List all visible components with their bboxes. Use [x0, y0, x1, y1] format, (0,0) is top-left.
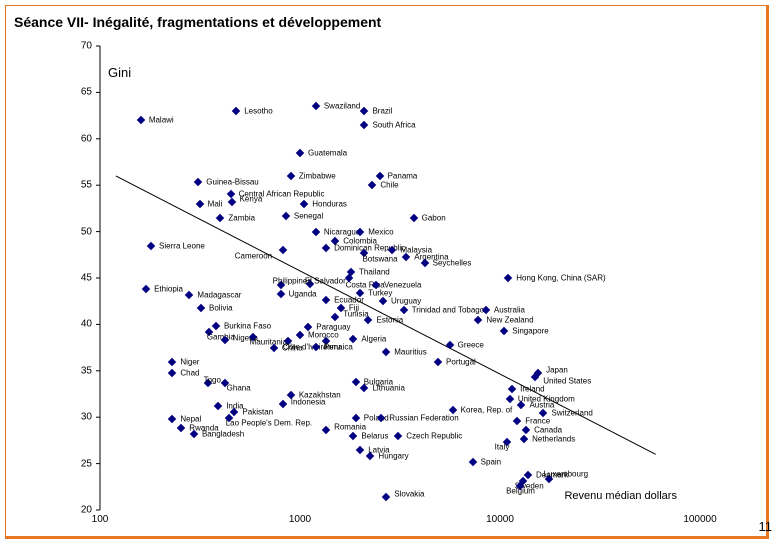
data-point-label: Honduras — [312, 199, 347, 208]
data-point-label: Turkey — [368, 288, 392, 297]
y-tick-label: 65 — [81, 87, 92, 98]
data-point-label: Ghana — [227, 383, 251, 392]
data-point-label: Indonesia — [291, 398, 326, 407]
data-point-label: Uruguay — [391, 297, 421, 306]
data-point-label: Zimbabwe — [299, 171, 336, 180]
data-point-label: Singapore — [512, 326, 548, 335]
data-point-label: Mali — [208, 199, 223, 208]
y-tick-label: 30 — [81, 412, 92, 423]
data-point-label: Chad — [180, 368, 199, 377]
data-point-label: Japan — [546, 365, 568, 374]
y-tick-label: 50 — [81, 226, 92, 237]
data-point-label: Thailand — [359, 268, 390, 277]
data-point-label: Lesotho — [244, 106, 272, 115]
y-axis-label: Gini — [108, 65, 131, 80]
y-tick-label: 35 — [81, 365, 92, 376]
data-point-label: Korea, Rep. of — [461, 405, 513, 414]
data-point-label: Kenya — [240, 194, 263, 203]
data-point-label: Togo — [204, 375, 221, 384]
y-tick-label: 55 — [81, 180, 92, 191]
data-point-label: Algeria — [361, 335, 386, 344]
data-point-label: Estonia — [376, 315, 403, 324]
data-point-label: Belgium — [506, 486, 535, 495]
scatter-plot: Gini 20253035404550556065701001000100001… — [100, 46, 700, 510]
x-tick-label: 10000 — [486, 514, 514, 525]
data-point-label: France — [525, 416, 550, 425]
x-axis-label: Revenu médian dollars1997 — [564, 490, 677, 502]
data-point-label: Lao People's Dem. Rep. — [226, 419, 312, 428]
x-tick-label: 1000 — [289, 514, 311, 525]
data-point-label: Seychelles — [433, 259, 472, 268]
y-tick-label: 70 — [81, 41, 92, 52]
data-point-label: Guinea-Bissau — [206, 178, 258, 187]
data-point-label: Panama — [388, 171, 418, 180]
data-point-label: Chile — [380, 181, 398, 190]
y-tick-label: 20 — [81, 505, 92, 516]
y-tick-label: 25 — [81, 458, 92, 469]
data-point-label: Bolivia — [209, 303, 233, 312]
y-tick-label: 40 — [81, 319, 92, 330]
data-point-label: Senegal — [294, 211, 323, 220]
data-point-label: United States — [543, 377, 591, 386]
data-point-label: Belarus — [361, 431, 388, 440]
data-point-label: Cameroon — [235, 252, 272, 261]
data-point-label: Trinidad and Tobago — [412, 306, 485, 315]
data-point-label: Guatemala — [308, 148, 347, 157]
data-point-label: Niger — [180, 357, 199, 366]
data-point-label: El Salvador — [305, 277, 346, 286]
data-point-label: Ethiopia — [154, 285, 183, 294]
data-point-label: Slovakia — [394, 490, 424, 499]
page-title: Séance VII- Inégalité, fragmentations et… — [14, 14, 381, 30]
data-point-label: Mauritius — [394, 348, 426, 357]
data-point-label: New Zealand — [486, 315, 533, 324]
x-tick-label: 100 — [92, 514, 109, 525]
data-point-label: Greece — [458, 340, 484, 349]
data-point-label: Madagascar — [197, 290, 241, 299]
data-point-label: Spain — [481, 457, 501, 466]
data-point-label: Nepal — [180, 415, 201, 424]
data-point-label: Portugal — [446, 357, 476, 366]
data-point-label: Mexico — [368, 227, 393, 236]
data-point-label: Italy — [495, 443, 510, 452]
data-point-label: Switzerland — [551, 408, 592, 417]
data-point-label: Bangladesh — [202, 429, 244, 438]
x-tick-label: 100000 — [683, 514, 716, 525]
data-point-label: Russian Federation — [389, 414, 458, 423]
data-point-label: Uganda — [289, 289, 317, 298]
data-point-label: Pakistan — [242, 407, 273, 416]
y-tick-label: 60 — [81, 133, 92, 144]
data-point-label: Malawi — [149, 116, 174, 125]
data-point-label: Australia — [494, 306, 525, 315]
data-point-label: Lithuania — [372, 384, 404, 393]
data-point-label: Gabon — [422, 213, 446, 222]
data-point-label: Luxembourg — [544, 470, 588, 479]
data-point-label: Zambia — [228, 213, 255, 222]
data-point-label: Czech Republic — [406, 431, 462, 440]
data-point-label: South Africa — [372, 120, 415, 129]
data-point-label: Swaziland — [324, 102, 360, 111]
data-point-label: Hungary — [378, 452, 408, 461]
y-tick-label: 45 — [81, 273, 92, 284]
data-point-label: China — [282, 343, 303, 352]
data-point-label: Netherlands — [532, 434, 575, 443]
data-point-label: Burkina Faso — [224, 322, 271, 331]
data-point-label: Peru — [324, 342, 341, 351]
data-point-label: Brazil — [372, 106, 392, 115]
data-point-label: Botswana — [362, 254, 397, 263]
data-point-label: Ireland — [520, 385, 544, 394]
data-point-label: Hong Kong, China (SAR) — [516, 274, 605, 283]
page-number: 11 — [759, 519, 773, 534]
data-point-label: Sierra Leone — [159, 241, 205, 250]
